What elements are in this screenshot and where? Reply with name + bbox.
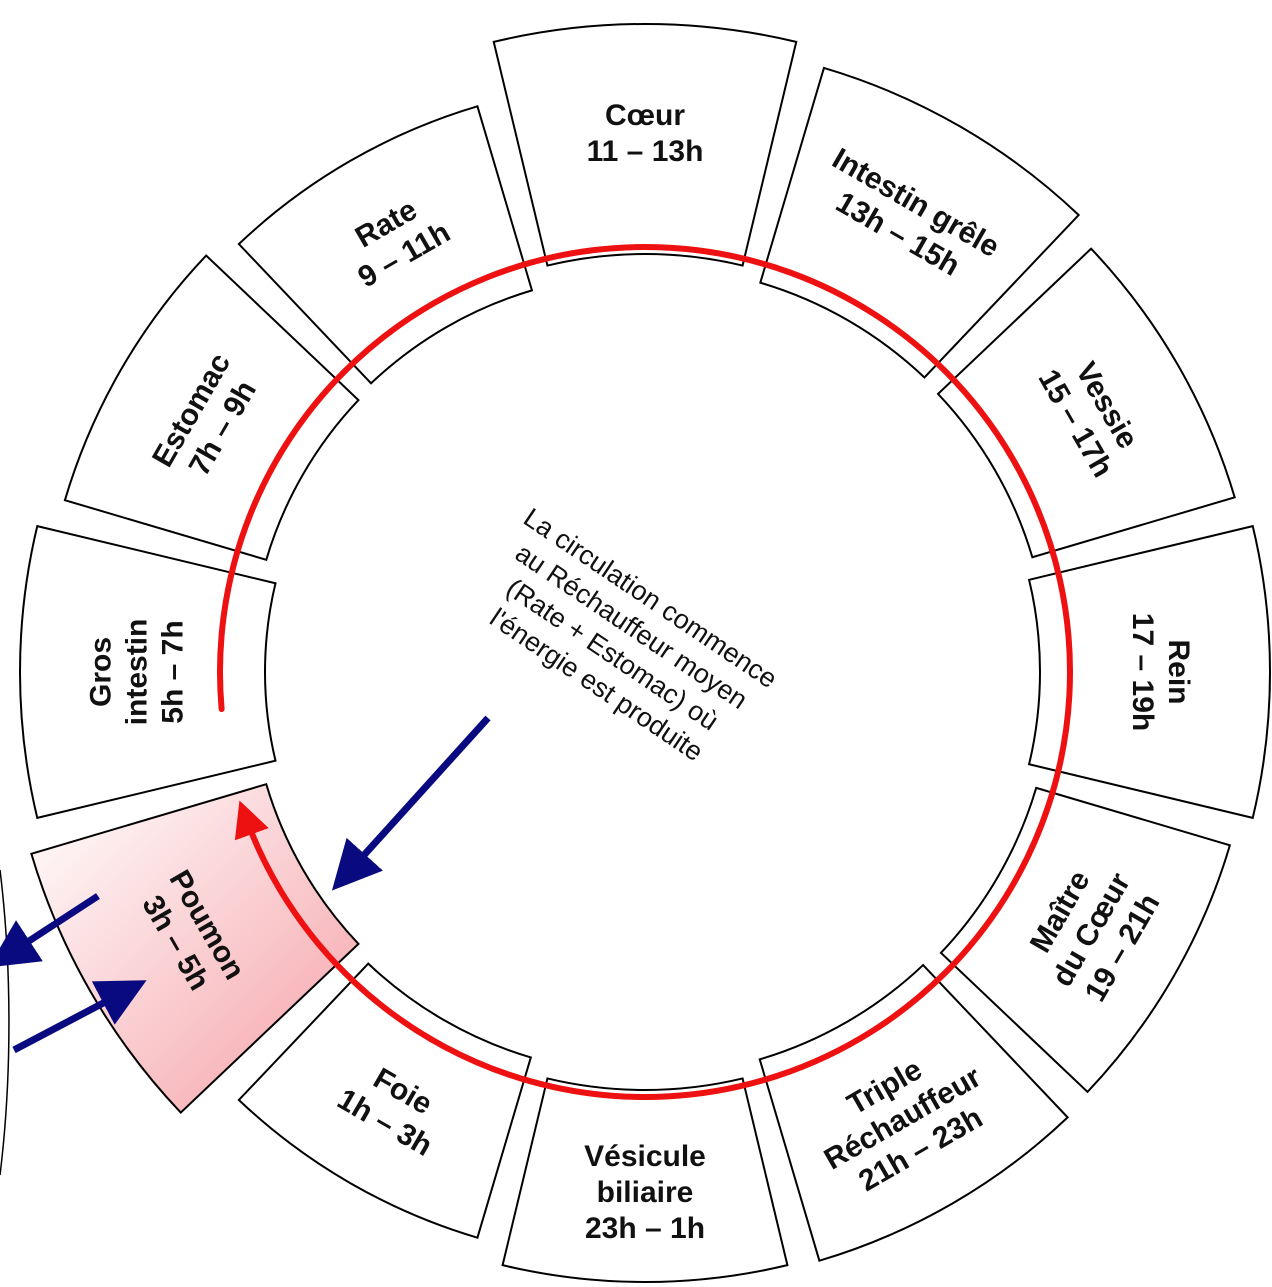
incoming-arrow [12, 980, 147, 1054]
segment-label-line: 23h – 1h [585, 1212, 705, 1245]
segment-shape-gros-intestin [19, 524, 277, 820]
segment-label-gros-intestin: Gros intestin 5h – 7h [85, 619, 190, 726]
center-explanation: La circulation commence au Réchauffeur m… [461, 502, 789, 783]
segment-label-line: 17 – 19h [1126, 613, 1159, 731]
segment-triple-rechauffeur: TripleRéchauffeur21h – 23h [758, 963, 1070, 1262]
segment-rein: Rein17 – 19h [1027, 524, 1271, 820]
segment-poumon: Poumon3h – 5h [30, 782, 360, 1114]
center-pointer-arrow [331, 715, 491, 891]
segment-vessie: Vessie15 – 17h [936, 247, 1236, 559]
segment-vesicule-biliaire: Vésicule biliaire 23h – 1h [501, 1077, 789, 1284]
segment-foie: Foie1h – 3h [237, 962, 533, 1239]
segment-shape-rein [1027, 524, 1271, 820]
segment-shape-foie [237, 962, 533, 1239]
segment-shape-maitre-du-coeur [939, 786, 1232, 1094]
segment-shape-vessie [936, 247, 1236, 559]
outgoing-arrow [0, 893, 100, 968]
segment-label-line: biliaire [597, 1176, 694, 1209]
segment-label-line: Gros [85, 637, 118, 707]
circulation-cycle-arrow [217, 243, 1073, 1100]
segment-label-line: intestin [121, 619, 154, 726]
segment-label-coeur: Cœur 11 – 13h [587, 99, 704, 168]
segment-rate: Rate9 – 11h [237, 105, 534, 385]
segment-label-line: 5h – 7h [157, 620, 190, 723]
segment-label-line: Vésicule [584, 1140, 706, 1173]
segment-label-line: Rein [1162, 639, 1195, 704]
segment-intestin-grele: Intestin grêle13h – 15h [759, 66, 1081, 379]
segment-shape-coeur [492, 23, 798, 267]
segment-estomac: Estomac7h – 9h [63, 254, 360, 562]
segment-label-line: 11 – 13h [587, 135, 704, 168]
segment-coeur: Cœur 11 – 13h [492, 23, 798, 267]
segment-label-line: Cœur [605, 99, 685, 132]
segment-shape-vesicule-biliaire [501, 1077, 789, 1284]
segment-gros-intestin: Gros intestin 5h – 7h [19, 524, 277, 820]
segment-maitre-du-coeur: Maîtredu Cœur19 – 21h [939, 786, 1232, 1094]
segment-label-rein: Rein17 – 19h [1126, 613, 1195, 731]
segment-shape-poumon [30, 782, 360, 1114]
segment-shape-triple-rechauffeur [758, 963, 1070, 1262]
segment-shape-estomac [63, 254, 360, 562]
segment-label-vesicule-biliaire: Vésicule biliaire 23h – 1h [584, 1140, 706, 1245]
adjacent-circle-arc [0, 869, 10, 1176]
segment-shape-rate [237, 105, 534, 385]
segment-shape-intestin-grele [759, 66, 1081, 379]
